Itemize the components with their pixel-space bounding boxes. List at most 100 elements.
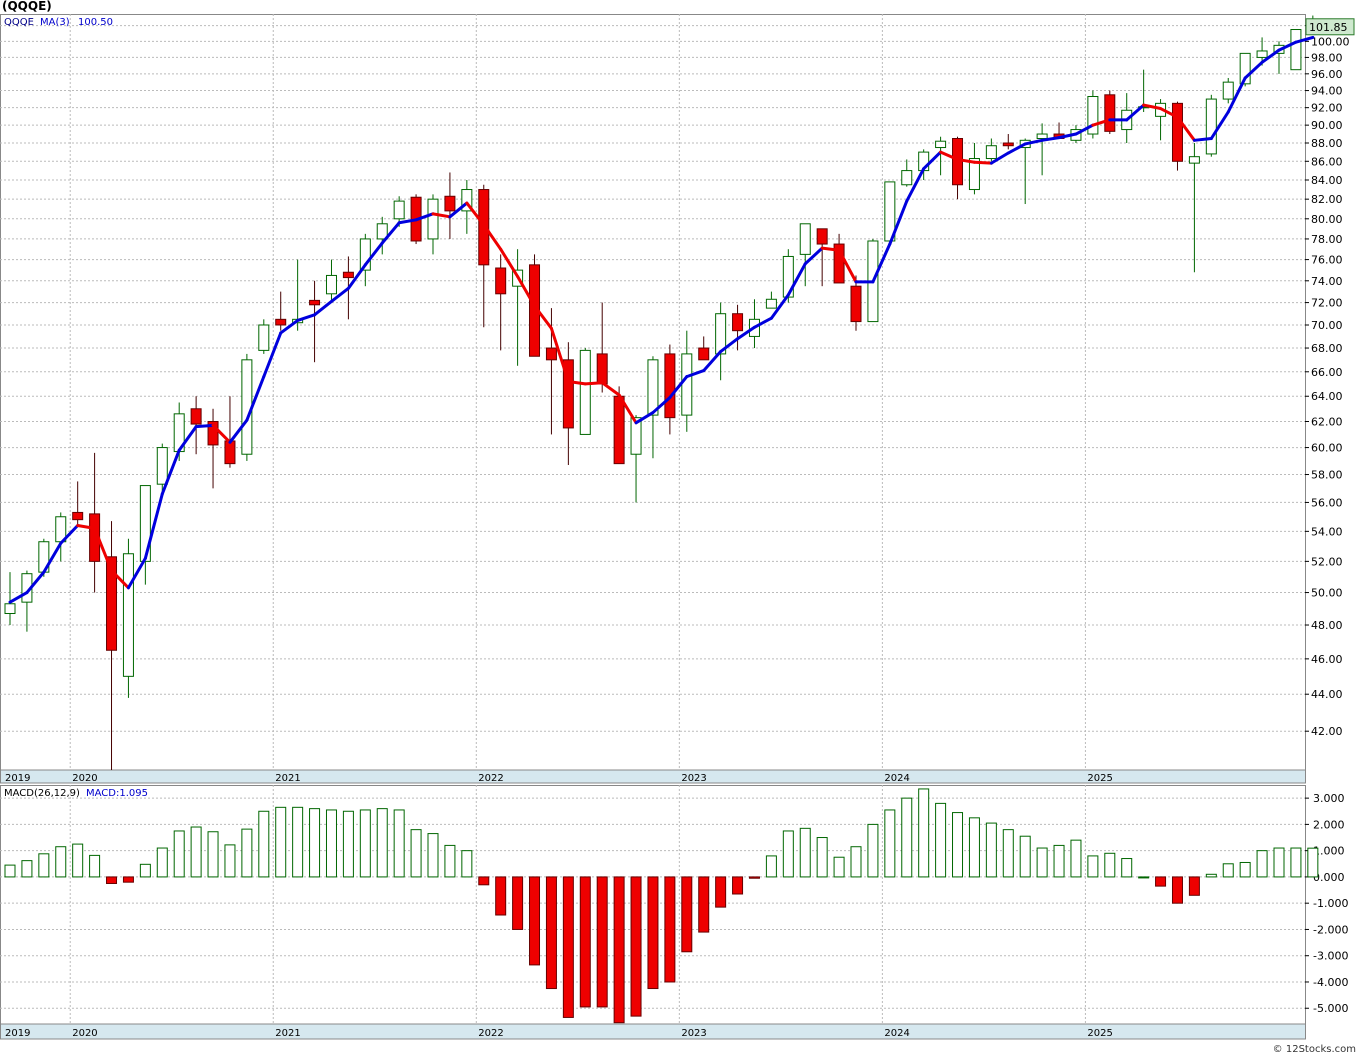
candle-body [1104, 94, 1116, 132]
price-y-tick-label: 66.00 [1311, 366, 1343, 379]
price-y-tick-label: 100.00 [1311, 35, 1350, 48]
candle-body [545, 347, 557, 361]
ma3-line-segment [533, 304, 553, 330]
candle-body [275, 318, 287, 326]
ma3-line-segment [110, 569, 130, 590]
macd-bar [1036, 847, 1048, 878]
ma3-line-segment [211, 423, 232, 444]
ma3-line-segment [1192, 137, 1213, 142]
macd-legend-label: MACD(26,12,9) [4, 788, 80, 799]
price-y-tick-label: 46.00 [1311, 653, 1343, 666]
candle-body [224, 440, 236, 465]
price-y-tick-label: 84.00 [1311, 174, 1343, 187]
candle-body [72, 511, 84, 521]
candle-body [1239, 52, 1251, 85]
candle-body [968, 158, 980, 191]
macd-bar [816, 837, 828, 878]
macd-x-tick-label: 2020 [72, 1028, 97, 1039]
macd-bar [833, 856, 845, 878]
ma3-line-segment [1125, 103, 1146, 122]
macd-x-tick-label: 2021 [275, 1028, 300, 1039]
ma3-line-segment [1057, 132, 1078, 140]
ma3-line-segment [329, 286, 350, 303]
macd-bar [444, 844, 456, 878]
macd-bar [715, 876, 727, 908]
candle-body [359, 238, 371, 271]
candle-body [732, 313, 744, 332]
macd-y-tick-label: 3.000 [1313, 792, 1345, 805]
candle-body [376, 223, 388, 240]
macd-y-tick-label: -2.000 [1313, 923, 1348, 936]
candle-body [562, 359, 574, 429]
macd-bar [139, 863, 151, 878]
candle-body [1256, 50, 1268, 58]
price-y-tick-label: 88.00 [1311, 137, 1343, 150]
macd-bar [359, 809, 371, 878]
macd-bar [1188, 876, 1200, 896]
ma3-line-segment [651, 395, 672, 415]
ma3-line-segment [702, 350, 723, 373]
macd-bar [681, 876, 693, 953]
ma3-line-segment [516, 275, 537, 308]
ma3-line-segment [888, 199, 909, 246]
price-y-tick-label: 80.00 [1311, 213, 1343, 226]
macd-bar [1070, 839, 1082, 878]
macd-bar [309, 808, 321, 878]
ma3-line-segment [685, 369, 706, 379]
candle-body [325, 274, 337, 295]
price-y-tick-label: 96.00 [1311, 68, 1343, 81]
candle-body [393, 200, 405, 220]
macd-bar [1171, 876, 1183, 904]
ma3-line-segment [296, 313, 317, 322]
macd-bar [1138, 876, 1150, 879]
ma3-line-segment [668, 375, 689, 399]
macd-bar [292, 806, 304, 878]
candle-body [1188, 156, 1200, 164]
macd-bar [89, 854, 101, 878]
price-y-tick-label: 86.00 [1311, 155, 1343, 168]
macd-bar [850, 846, 862, 878]
candle-body [799, 223, 811, 255]
candle-body [309, 299, 321, 306]
macd-bar [224, 844, 236, 878]
macd-bar [918, 788, 930, 878]
candle-body [1002, 142, 1014, 147]
ma3-line-segment [363, 241, 384, 267]
price-x-tick-label: 2021 [275, 773, 300, 784]
price-y-tick-label: 54.00 [1311, 525, 1343, 538]
price-y-tick-label: 74.00 [1311, 275, 1343, 288]
price-legend-ma-value: 100.50 [78, 17, 113, 28]
price-y-tick-label: 60.00 [1311, 442, 1343, 455]
candle-body [207, 420, 219, 446]
macd-bar [275, 806, 287, 878]
price-y-tick-label: 44.00 [1311, 688, 1343, 701]
candle-body [698, 347, 710, 361]
ma3-line-segment [245, 375, 266, 422]
candle-body [122, 553, 134, 677]
price-legend-symbol: QQQE [4, 17, 34, 28]
price-y-tick-label: 82.00 [1311, 193, 1343, 206]
candle-body [833, 243, 845, 284]
macd-x-tick-label: 2023 [681, 1028, 706, 1039]
ma3-line-segment [279, 318, 300, 335]
candle-body [427, 198, 439, 240]
ma3-line-segment [1260, 48, 1281, 64]
ma3-line-segment [380, 221, 401, 245]
candle-body [444, 195, 456, 212]
ma3-line-segment [1243, 60, 1264, 80]
price-y-tick-label: 72.00 [1311, 297, 1343, 310]
macd-bar [1019, 835, 1031, 878]
ma3-line-segment [1159, 107, 1179, 119]
ma3-line-segment [465, 201, 486, 227]
ma3-line-segment [1006, 142, 1027, 155]
macd-y-tick-label: -1.000 [1313, 897, 1348, 910]
macd-legend-value: MACD:1.095 [86, 788, 148, 799]
macd-x-tick-label: 2024 [884, 1028, 909, 1039]
ma3-line-segment [59, 523, 80, 545]
macd-bar [647, 876, 659, 990]
ma3-line-segment [786, 262, 807, 297]
macd-bar [562, 876, 574, 1018]
ma3-line-segment [956, 157, 976, 164]
ma3-line-segment [143, 492, 164, 560]
macd-bar [156, 847, 168, 878]
